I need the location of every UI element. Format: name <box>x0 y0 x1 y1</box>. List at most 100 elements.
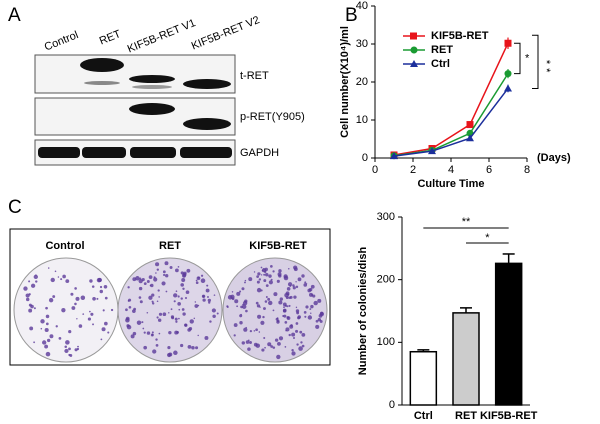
colony-dot <box>148 295 153 300</box>
colony-dot <box>268 274 272 278</box>
band <box>180 147 232 158</box>
colony-dot <box>195 281 199 285</box>
colony-dot <box>292 286 296 290</box>
colony-dot <box>180 297 183 300</box>
bar <box>409 350 438 406</box>
plates <box>13 257 328 363</box>
colony-dot <box>245 326 247 329</box>
y-tick-label: 200 <box>377 274 395 286</box>
colony-dot <box>96 277 102 283</box>
colony-dot <box>195 279 198 282</box>
colony-dot <box>125 308 128 312</box>
bracket <box>514 42 521 75</box>
colony-dot <box>143 282 147 286</box>
colony-dot <box>99 285 103 289</box>
colony-dot <box>50 277 55 283</box>
colony-dot <box>256 280 260 284</box>
colony-dot <box>300 341 303 344</box>
colony-dot <box>242 300 248 306</box>
colony-dot <box>261 268 266 273</box>
colony-dot <box>96 297 99 300</box>
marker <box>466 134 474 142</box>
colony-dot <box>297 316 301 320</box>
colony-dot <box>49 334 54 339</box>
colony-dot <box>286 287 291 291</box>
colony-dot <box>175 320 178 323</box>
colony-dot <box>245 340 250 344</box>
colony-dot <box>133 307 137 311</box>
colony-dot <box>92 296 96 301</box>
colony-dot <box>255 301 259 305</box>
colony-dot <box>64 345 68 349</box>
colony-dot <box>74 287 77 290</box>
colony-dot <box>296 311 300 315</box>
colony-dot <box>143 345 148 350</box>
colony-dot <box>33 341 36 344</box>
row-label: p-RET(Y905) <box>240 111 305 123</box>
plate-label: KIF5B-RET <box>249 240 307 252</box>
colony-dot <box>30 283 36 288</box>
band <box>38 147 80 158</box>
colony-dot <box>25 297 30 302</box>
colony-dot <box>241 341 245 345</box>
colony-dot <box>265 273 269 277</box>
significance: * <box>485 232 490 244</box>
colony-dot <box>282 314 285 317</box>
colony-dot <box>45 306 48 310</box>
colony-dot <box>28 280 31 283</box>
colony-dot <box>258 331 261 333</box>
significance: ** <box>540 60 552 77</box>
y-tick-label: 0 <box>362 152 368 164</box>
colony-dot <box>55 325 58 328</box>
colony-dot <box>278 300 283 305</box>
colony-dot <box>177 265 180 268</box>
colony-dot <box>151 300 154 303</box>
colony-dot <box>40 319 45 324</box>
colony-dot <box>89 279 93 283</box>
colony-dot <box>155 262 160 267</box>
colony-dot <box>268 300 273 306</box>
row-label: GAPDH <box>240 147 279 159</box>
colony-dot <box>65 340 70 345</box>
significance: ** <box>462 216 471 228</box>
colony-dot <box>177 295 180 298</box>
colony-dot <box>173 350 178 356</box>
colony-dot <box>151 333 154 336</box>
colony-dot <box>201 294 206 298</box>
colony-dot <box>33 274 38 280</box>
colony-dot <box>183 271 187 275</box>
colony-dot <box>255 328 258 332</box>
band <box>80 58 124 72</box>
colony-dot <box>175 268 179 273</box>
x-unit: (Days) <box>537 152 571 164</box>
colony-dot <box>102 309 105 312</box>
legend-label: RET <box>431 44 453 56</box>
colony-dot <box>100 338 103 341</box>
colony-dot <box>308 287 313 292</box>
colony-dot <box>62 274 66 279</box>
colony-dot <box>216 312 219 315</box>
colony-dot <box>295 281 297 283</box>
colony-dot <box>128 305 132 309</box>
colony-dot <box>260 266 263 269</box>
colony-dot <box>173 300 176 303</box>
y-tick-label: 40 <box>356 0 368 12</box>
colony-dot <box>165 290 168 293</box>
colony-dot <box>206 295 209 298</box>
colony-dot <box>194 301 197 303</box>
colony-dot <box>173 293 178 298</box>
lane-label: Control <box>43 29 80 53</box>
colony-dot <box>297 277 302 282</box>
colony-dot <box>315 319 319 323</box>
colony-dot <box>135 276 140 281</box>
colony-dot <box>287 282 293 287</box>
colony-dot <box>289 324 294 329</box>
colony-dot <box>260 274 263 276</box>
colony-dot <box>303 310 307 314</box>
colony-dot <box>177 302 181 306</box>
colony-dot <box>283 314 287 318</box>
colony-dot <box>265 296 268 298</box>
colony-dot <box>241 287 245 291</box>
colony-dot <box>277 342 281 346</box>
colony-dot <box>91 285 95 288</box>
